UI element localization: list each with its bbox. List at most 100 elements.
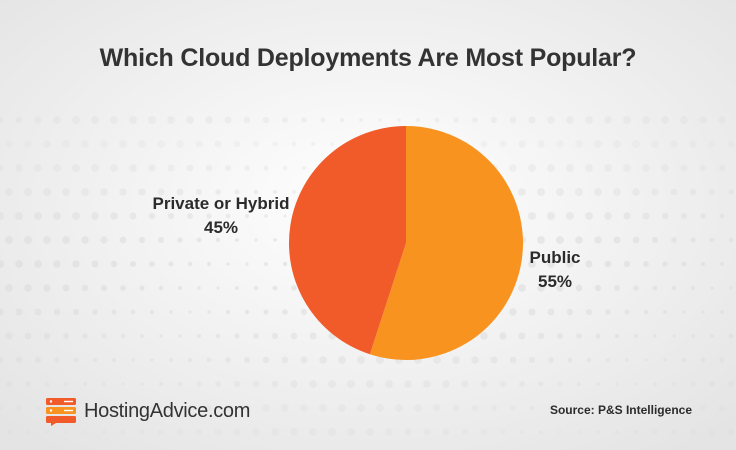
background-dot bbox=[187, 213, 193, 219]
background-dot bbox=[663, 310, 667, 314]
background-dot bbox=[575, 140, 583, 148]
background-dot bbox=[139, 429, 145, 435]
background-dot bbox=[614, 285, 620, 291]
background-dot bbox=[594, 140, 602, 148]
background-dot bbox=[43, 188, 51, 196]
background-dot bbox=[0, 308, 4, 316]
background-dot bbox=[53, 308, 61, 316]
background-dot bbox=[682, 310, 686, 314]
background-dot bbox=[53, 164, 61, 172]
background-dot bbox=[681, 357, 687, 363]
background-dot bbox=[585, 116, 593, 124]
background-dot bbox=[253, 141, 259, 147]
background-dot bbox=[93, 406, 97, 410]
background-dot bbox=[43, 140, 51, 148]
background-dot bbox=[53, 260, 61, 268]
background-dot bbox=[491, 405, 497, 411]
background-dot bbox=[234, 333, 240, 339]
background-dot bbox=[557, 381, 563, 387]
background-dot bbox=[54, 357, 60, 363]
background-dot bbox=[187, 405, 193, 411]
background-dot bbox=[577, 430, 581, 434]
background-dot bbox=[0, 405, 3, 411]
background-dot bbox=[129, 164, 137, 172]
background-dot bbox=[709, 333, 715, 339]
background-dot bbox=[548, 405, 554, 411]
background-dot bbox=[480, 380, 488, 388]
background-dot bbox=[595, 333, 601, 339]
background-dot bbox=[92, 309, 98, 315]
background-dot bbox=[25, 429, 31, 435]
background-dot bbox=[518, 332, 526, 340]
hostingadvice-logo[interactable]: HostingAdvice.com bbox=[44, 396, 250, 426]
background-dot bbox=[671, 429, 677, 435]
background-dot bbox=[547, 260, 555, 268]
background-dot bbox=[663, 358, 667, 362]
background-dot bbox=[310, 141, 316, 147]
background-dot bbox=[253, 285, 259, 291]
background-dot bbox=[652, 381, 658, 387]
background-dot bbox=[633, 429, 639, 435]
background-dot bbox=[719, 357, 725, 363]
background-dot bbox=[15, 116, 23, 124]
background-dot bbox=[442, 428, 450, 436]
background-dot bbox=[671, 285, 677, 291]
background-dot bbox=[110, 164, 118, 172]
background-dot bbox=[689, 140, 697, 148]
background-dot bbox=[490, 116, 498, 124]
background-dot bbox=[81, 140, 89, 148]
background-dot bbox=[634, 382, 638, 386]
background-dot bbox=[100, 284, 108, 292]
background-dot bbox=[253, 189, 259, 195]
background-dot bbox=[661, 212, 669, 220]
background-dot bbox=[62, 284, 70, 292]
background-dot bbox=[461, 428, 469, 436]
background-dot bbox=[101, 333, 107, 339]
background-dot bbox=[177, 237, 183, 243]
background-dot bbox=[605, 357, 611, 363]
slice-value-private-or-hybrid: 45% bbox=[203, 218, 239, 237]
background-dot bbox=[680, 116, 688, 124]
background-dot bbox=[281, 404, 289, 412]
background-dot bbox=[82, 333, 88, 339]
background-dot bbox=[149, 405, 155, 411]
background-dot bbox=[681, 261, 687, 267]
background-dot bbox=[72, 116, 80, 124]
background-dot bbox=[44, 381, 50, 387]
background-dot bbox=[643, 309, 649, 315]
background-dot bbox=[537, 332, 545, 340]
background-dot bbox=[282, 261, 288, 267]
background-dot bbox=[158, 381, 164, 387]
background-dot bbox=[224, 116, 232, 124]
background-dot bbox=[195, 140, 203, 148]
background-dot bbox=[614, 429, 620, 435]
background-dot bbox=[320, 117, 326, 123]
background-dot bbox=[633, 333, 639, 339]
background-dot bbox=[518, 140, 526, 148]
background-dot bbox=[24, 284, 32, 292]
background-dot bbox=[301, 117, 307, 123]
background-dot bbox=[319, 404, 327, 412]
background-dot bbox=[252, 428, 260, 436]
background-dot bbox=[509, 164, 517, 172]
background-dot bbox=[244, 213, 250, 219]
background-dot bbox=[53, 212, 61, 220]
background-dot bbox=[188, 310, 192, 314]
background-dot bbox=[670, 140, 678, 148]
background-dot bbox=[309, 428, 317, 436]
background-dot bbox=[273, 238, 277, 242]
background-dot bbox=[613, 140, 621, 148]
background-dot bbox=[537, 140, 545, 148]
background-dot bbox=[672, 334, 676, 338]
background-dot bbox=[518, 188, 526, 196]
background-dot bbox=[701, 310, 705, 314]
background-dot bbox=[718, 164, 726, 172]
background-dot bbox=[643, 405, 649, 411]
background-dot bbox=[499, 332, 507, 340]
background-dot bbox=[81, 236, 89, 244]
background-dot bbox=[290, 428, 298, 436]
background-dot bbox=[499, 140, 507, 148]
background-dot bbox=[110, 116, 118, 124]
background-dot bbox=[566, 116, 574, 124]
